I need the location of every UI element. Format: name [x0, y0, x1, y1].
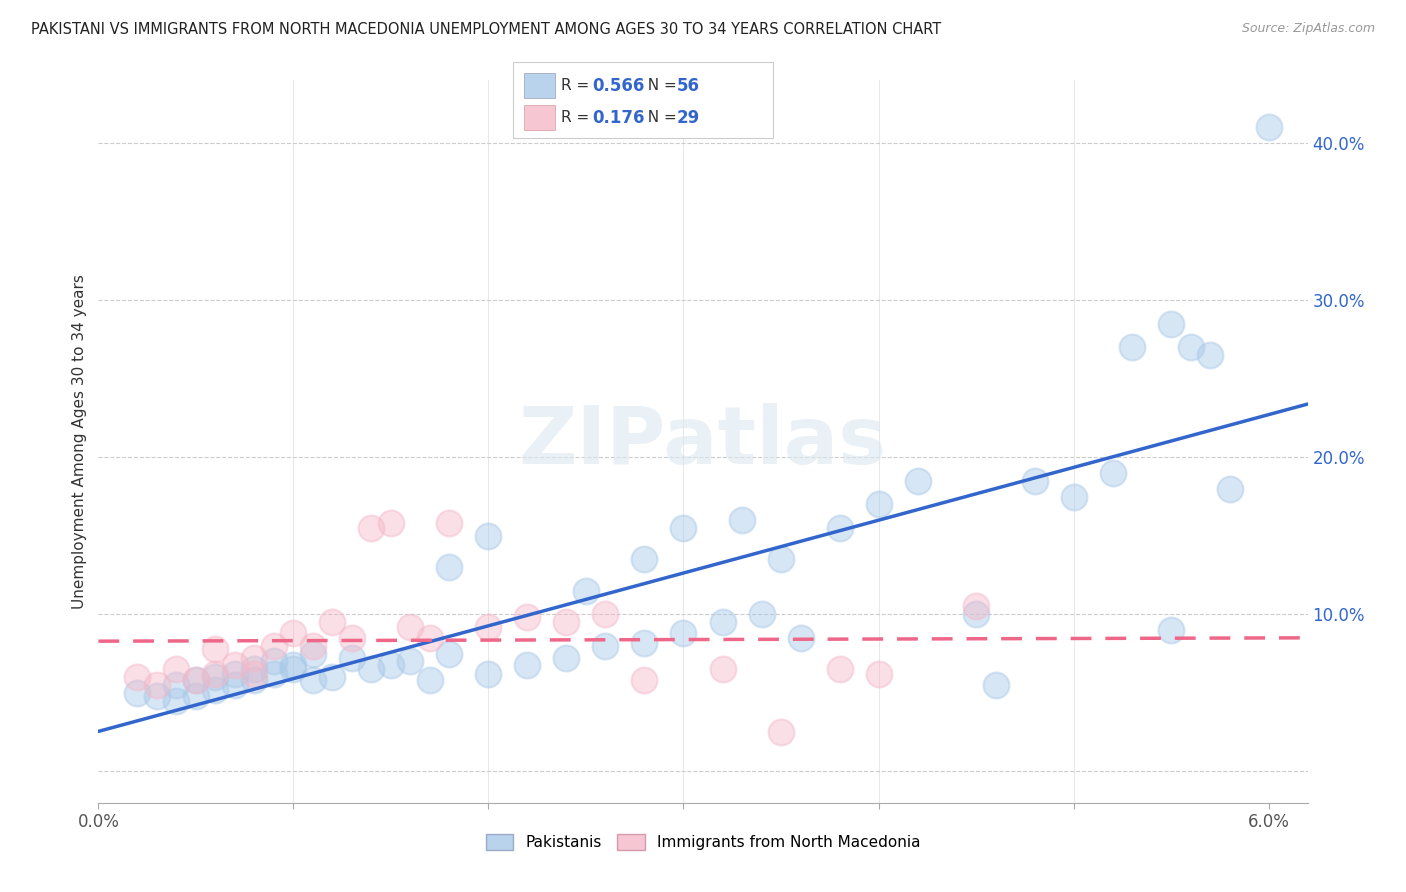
Point [1257, 120, 1279, 135]
Point [243, 651, 266, 665]
Point [360, 521, 382, 535]
Point [204, 682, 226, 697]
Text: 56: 56 [676, 77, 699, 95]
Point [769, 552, 792, 566]
Point [127, 670, 149, 684]
Point [283, 657, 305, 672]
Point [984, 678, 1007, 692]
Point [672, 521, 695, 535]
Point [516, 657, 538, 672]
Point [439, 516, 461, 531]
Point [283, 662, 305, 676]
Point [165, 694, 187, 708]
Point [302, 639, 325, 653]
Point [828, 521, 851, 535]
Text: ZIPatlas: ZIPatlas [519, 402, 887, 481]
Point [321, 670, 343, 684]
Point [965, 599, 987, 614]
Point [711, 662, 734, 676]
Point [380, 657, 402, 672]
Point [204, 670, 226, 684]
Point [633, 635, 655, 649]
Point [146, 689, 169, 703]
Point [302, 647, 325, 661]
Point [789, 631, 811, 645]
Text: N =: N = [638, 111, 682, 125]
Text: PAKISTANI VS IMMIGRANTS FROM NORTH MACEDONIA UNEMPLOYMENT AMONG AGES 30 TO 34 YE: PAKISTANI VS IMMIGRANTS FROM NORTH MACED… [31, 22, 941, 37]
Text: 0.566: 0.566 [592, 77, 644, 95]
Point [263, 655, 285, 669]
Text: 29: 29 [676, 109, 700, 127]
Point [380, 516, 402, 531]
Point [419, 673, 441, 688]
Point [127, 686, 149, 700]
Point [672, 626, 695, 640]
Point [1024, 474, 1046, 488]
Point [224, 667, 246, 681]
Point [965, 607, 987, 622]
Point [1063, 490, 1085, 504]
Point [340, 631, 363, 645]
Point [477, 529, 499, 543]
Point [243, 673, 266, 688]
Point [555, 615, 578, 630]
Point [1199, 348, 1222, 362]
Point [751, 607, 773, 622]
Point [184, 673, 207, 688]
Point [1121, 340, 1143, 354]
Point [243, 662, 266, 676]
Text: R =: R = [561, 78, 595, 93]
Point [224, 678, 246, 692]
Point [399, 620, 422, 634]
Point [595, 639, 617, 653]
Point [146, 678, 169, 692]
Point [283, 626, 305, 640]
Point [340, 651, 363, 665]
Text: 0.176: 0.176 [592, 109, 644, 127]
Point [711, 615, 734, 630]
Point [1160, 623, 1182, 637]
Point [439, 560, 461, 574]
Legend: Pakistanis, Immigrants from North Macedonia: Pakistanis, Immigrants from North Macedo… [479, 829, 927, 856]
Point [165, 678, 187, 692]
Text: R =: R = [561, 111, 595, 125]
Point [263, 667, 285, 681]
Point [360, 662, 382, 676]
Point [204, 641, 226, 656]
Point [302, 673, 325, 688]
Point [477, 667, 499, 681]
Point [595, 607, 617, 622]
Point [907, 474, 929, 488]
Point [575, 583, 598, 598]
Point [477, 620, 499, 634]
Point [439, 647, 461, 661]
Point [419, 631, 441, 645]
Text: N =: N = [638, 78, 682, 93]
Point [263, 639, 285, 653]
Point [828, 662, 851, 676]
Point [633, 552, 655, 566]
Text: Source: ZipAtlas.com: Source: ZipAtlas.com [1241, 22, 1375, 36]
Point [1160, 317, 1182, 331]
Point [516, 610, 538, 624]
Point [633, 673, 655, 688]
Point [868, 497, 890, 511]
Point [868, 667, 890, 681]
Point [165, 662, 187, 676]
Point [731, 513, 754, 527]
Point [1180, 340, 1202, 354]
Point [243, 667, 266, 681]
Y-axis label: Unemployment Among Ages 30 to 34 years: Unemployment Among Ages 30 to 34 years [72, 274, 87, 609]
Point [224, 657, 246, 672]
Point [555, 651, 578, 665]
Point [1219, 482, 1241, 496]
Point [321, 615, 343, 630]
Point [399, 655, 422, 669]
Point [769, 725, 792, 739]
Point [1101, 466, 1123, 480]
Point [184, 689, 207, 703]
Point [204, 667, 226, 681]
Point [184, 673, 207, 688]
